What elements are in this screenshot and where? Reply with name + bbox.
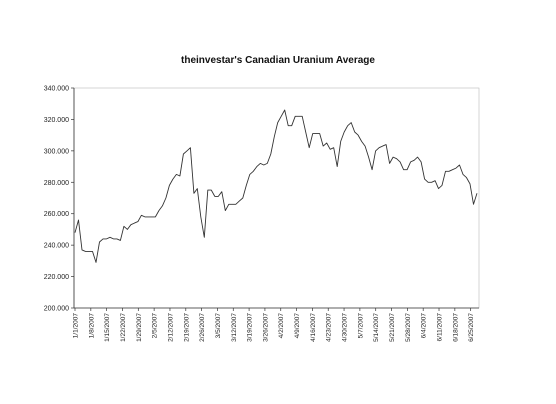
x-tick-label: 1/1/2007: [73, 313, 80, 339]
y-tick-label: 320.000: [44, 117, 69, 124]
x-tick-label: 5/7/2007: [357, 313, 364, 339]
x-tick-label: 4/30/2007: [342, 313, 349, 342]
series-line-0: [74, 109, 478, 263]
chart-title: theinvestar's Canadian Uranium Average: [181, 55, 375, 66]
y-tick-label: 200.000: [44, 306, 69, 313]
x-tick-label: 1/8/2007: [88, 313, 95, 339]
x-tick-label: 5/28/2007: [405, 313, 412, 342]
y-tick-label: 240.000: [44, 243, 69, 250]
x-tick-label: 2/5/2007: [152, 313, 159, 339]
x-tick-label: 6/4/2007: [421, 313, 428, 339]
x-tick-label: 1/22/2007: [120, 313, 127, 342]
x-tick-label: 5/14/2007: [373, 313, 380, 342]
x-tick-label: 6/11/2007: [437, 313, 444, 342]
x-tick-label: 2/12/2007: [167, 313, 174, 342]
series-layer: [74, 109, 478, 263]
x-tick-label: 5/21/2007: [389, 313, 396, 342]
x-tick-label: 6/25/2007: [468, 313, 475, 342]
y-tick-label: 280.000: [44, 180, 69, 187]
x-tick-label: 4/16/2007: [310, 313, 317, 342]
x-tick-label: 4/9/2007: [294, 313, 301, 339]
x-tick-label: 3/12/2007: [231, 313, 238, 342]
y-tick-label: 260.000: [44, 211, 69, 218]
x-tick-label: 3/26/2007: [262, 313, 269, 342]
x-tick-label: 1/15/2007: [104, 313, 111, 342]
y-axis: 200.000 220.000 240.000 260.000 280.000 300.0…: [44, 86, 75, 313]
y-tick-label: 340.000: [44, 86, 69, 93]
y-tick-label: 300.000: [44, 148, 69, 155]
x-tick-label: 2/19/2007: [183, 313, 190, 342]
x-axis: 1/1/2007 1/8/2007 1/15/2007 1/22/2007 1/29/2…: [73, 307, 479, 342]
x-tick-label: 3/19/2007: [247, 313, 254, 342]
y-tick-label: 220.000: [44, 274, 69, 281]
x-tick-label: 4/2/2007: [278, 313, 285, 339]
x-tick-label: 4/23/2007: [326, 313, 333, 342]
x-tick-label: 2/26/2007: [199, 313, 206, 342]
x-tick-label: 6/18/2007: [452, 313, 459, 342]
x-tick-label: 1/29/2007: [136, 313, 143, 342]
plot-area: [73, 87, 480, 309]
x-tick-label: 3/5/2007: [215, 313, 222, 339]
